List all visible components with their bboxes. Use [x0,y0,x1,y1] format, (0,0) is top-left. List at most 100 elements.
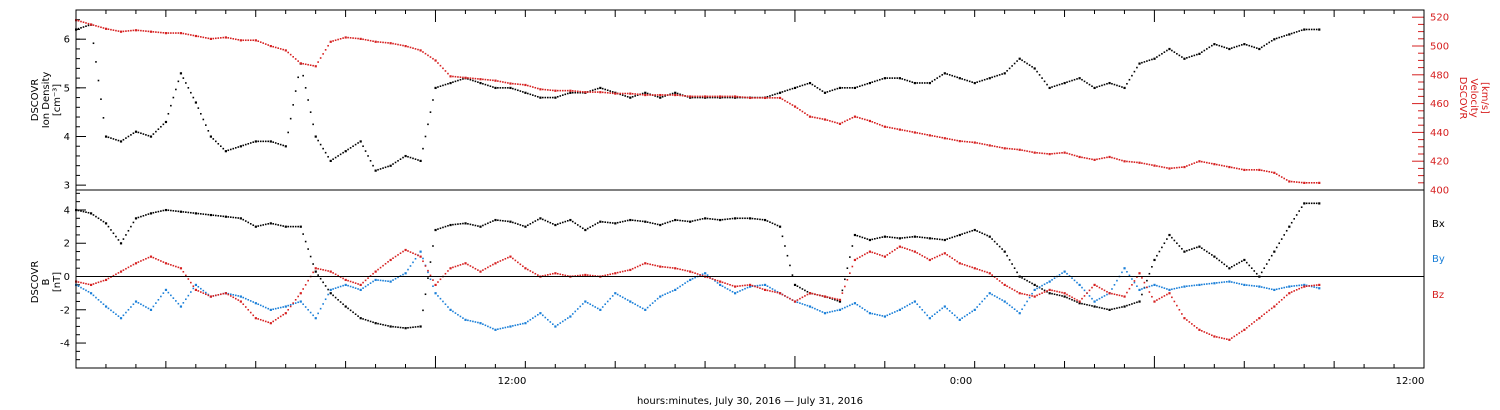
by-point [1038,286,1041,288]
bz-point [479,270,482,273]
density-point [529,93,532,96]
density-label-line3: [cm⁻³] [52,84,63,116]
bz-point [122,269,125,271]
density-point [571,91,574,94]
density-point [424,135,427,138]
bz-point [749,283,752,287]
bx-point [277,224,279,226]
legend-bz: Bz [1432,290,1444,301]
bz-point [452,266,454,269]
velocity-point [474,77,477,80]
bz-point [1121,295,1123,297]
bx-point [896,237,899,239]
bz-point [896,247,899,250]
bx-point [1168,233,1171,237]
velocity-point [254,39,257,42]
bz-point [938,254,941,257]
bx-point [791,274,794,276]
velocity-point [524,83,527,87]
bx-point [1071,298,1073,301]
velocity-point [918,132,921,135]
density-point [799,85,801,88]
bx-point [948,237,951,240]
bx-point [1031,282,1033,285]
bz-point [826,296,829,298]
bx-point [254,225,257,228]
bz-point [1111,292,1113,295]
bx-point [759,218,761,221]
by-point [763,283,767,287]
bx-point [1021,277,1023,279]
bx-point [294,225,297,228]
bx-point [534,220,537,222]
bx-point [1183,250,1186,253]
density-point [1221,45,1223,48]
by-point [1028,296,1031,299]
by-point [257,303,260,306]
by-point [1283,286,1286,289]
velocity-point [834,121,836,124]
density-point [517,89,519,92]
by-point [599,308,602,311]
by-point [392,279,394,281]
bx-point [357,315,359,317]
velocity-point [1278,174,1281,177]
by-point [1098,297,1101,300]
by-point [227,292,230,295]
density-point [1235,45,1238,48]
bz-point [185,274,187,277]
velocity-point [991,145,993,147]
velocity-point [107,28,110,30]
by-point [814,307,816,310]
velocity-point [519,83,522,86]
velocity-point [946,137,949,140]
bx-point [719,218,722,222]
bx-point [257,225,260,227]
bx-point [1223,263,1226,266]
by-point [532,317,534,319]
bz-point [1011,288,1013,290]
by-point [689,278,692,282]
by-point [327,293,329,296]
velocity-point [414,48,417,50]
bx-point [599,220,602,223]
density-point [1058,83,1061,86]
bz-point [614,272,617,275]
bx-point [459,223,462,225]
density-point [716,96,719,99]
velocity-point [177,32,180,34]
bz-point [911,249,914,252]
density-point [893,77,896,79]
bottom-panel-frame [75,189,1425,369]
bz-point [322,269,324,271]
by-point [85,289,87,292]
velocity-point [247,39,250,42]
density-point [312,123,314,126]
velocity-point [202,36,205,39]
density-point [369,160,372,162]
bz-point [339,276,342,278]
bx-point [903,236,906,239]
density-point [594,88,597,91]
bz-point [699,274,701,276]
velocity-point [771,97,774,99]
bx-point [102,220,105,223]
density-point [928,81,931,85]
velocity-point [741,96,744,98]
by-point [229,293,232,296]
density-point [1196,53,1198,56]
velocity-point [134,29,138,32]
by-point [1161,286,1163,289]
bx-point [1056,294,1058,296]
bz-point [646,262,649,265]
velocity-point [681,94,684,97]
by-point [274,307,277,310]
velocity-point [1273,171,1276,174]
velocity-point [82,21,85,24]
density-point [1071,79,1073,82]
bx-point [77,209,80,212]
bx-point [342,303,344,306]
bz-point [584,273,587,277]
bz-point [152,256,155,259]
bx-point [671,219,674,222]
